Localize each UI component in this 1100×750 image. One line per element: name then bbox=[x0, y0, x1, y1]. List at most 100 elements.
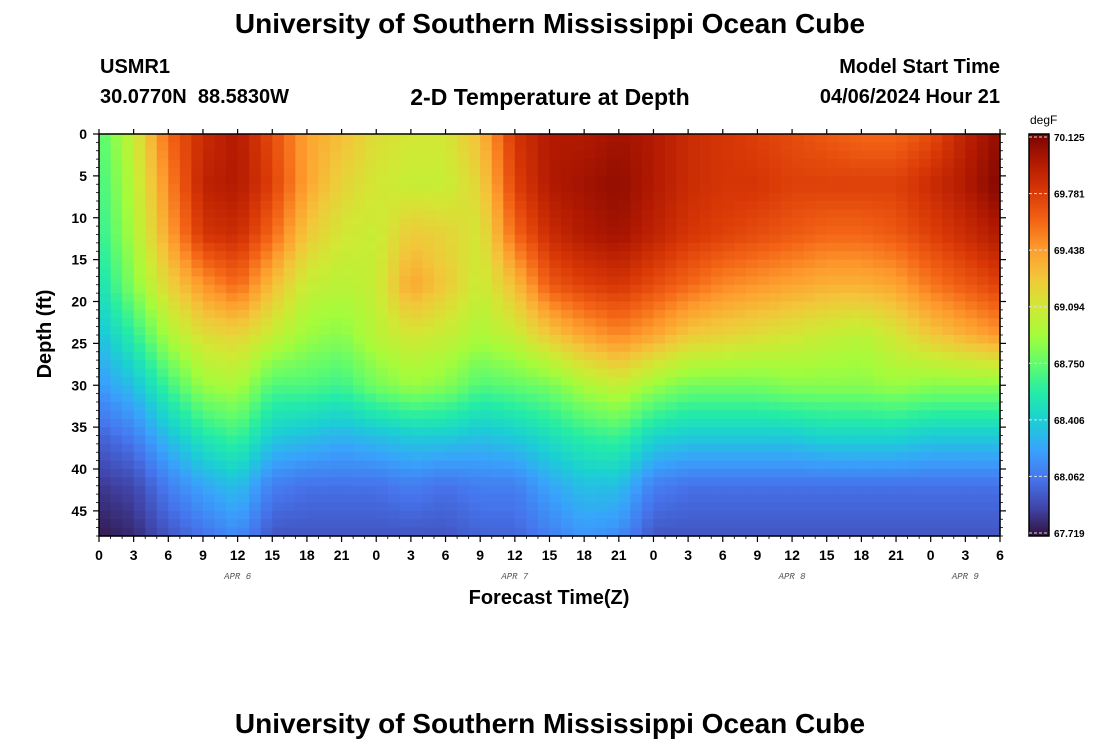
heatmap-cell bbox=[965, 326, 978, 336]
heatmap-cell bbox=[341, 134, 354, 143]
heatmap-cell bbox=[387, 217, 400, 227]
heatmap-cell bbox=[122, 527, 135, 537]
heatmap-cell bbox=[260, 309, 273, 319]
heatmap-cell bbox=[780, 268, 793, 277]
heatmap-cell bbox=[838, 435, 851, 445]
heatmap-cell bbox=[457, 242, 470, 252]
heatmap-cell bbox=[861, 326, 874, 336]
heatmap-cell bbox=[549, 335, 562, 344]
heatmap-cell bbox=[399, 443, 412, 453]
heatmap-cell bbox=[260, 343, 273, 353]
heatmap-cell bbox=[630, 427, 643, 437]
heatmap-cell bbox=[306, 301, 320, 311]
heatmap-cell bbox=[226, 217, 239, 227]
heatmap-cell bbox=[445, 142, 458, 152]
heatmap-cell bbox=[514, 485, 527, 495]
x-tick-label: 15 bbox=[542, 547, 558, 563]
heatmap-cell bbox=[468, 184, 481, 194]
heatmap-cell bbox=[353, 410, 366, 420]
heatmap-cell bbox=[711, 351, 724, 361]
heatmap-cell bbox=[399, 452, 412, 462]
heatmap-cell bbox=[734, 175, 747, 185]
heatmap-cell bbox=[630, 502, 643, 512]
heatmap-cell bbox=[919, 360, 932, 370]
heatmap-cell bbox=[537, 184, 551, 194]
heatmap-cell bbox=[988, 410, 1001, 420]
heatmap-cell bbox=[711, 485, 724, 495]
x-tick-label: 3 bbox=[130, 547, 138, 563]
heatmap-cell bbox=[399, 175, 412, 185]
heatmap-cell bbox=[884, 309, 897, 319]
heatmap-cell bbox=[468, 494, 481, 504]
heatmap-cell bbox=[387, 460, 400, 470]
heatmap-cell bbox=[595, 192, 608, 202]
heatmap-cell bbox=[364, 301, 377, 311]
heatmap-cell bbox=[306, 418, 320, 428]
heatmap-cell bbox=[988, 343, 1001, 353]
heatmap-cell bbox=[399, 150, 412, 160]
heatmap-cell bbox=[364, 251, 377, 261]
heatmap-cell bbox=[792, 192, 805, 202]
heatmap-cell bbox=[537, 527, 551, 537]
heatmap-cell bbox=[838, 368, 851, 378]
heatmap-cell bbox=[122, 259, 135, 269]
heatmap-cell bbox=[364, 242, 377, 252]
heatmap-cell bbox=[410, 368, 424, 378]
heatmap-cell bbox=[711, 167, 724, 177]
heatmap-cell bbox=[179, 443, 193, 453]
heatmap-cell bbox=[226, 134, 239, 143]
heatmap-cell bbox=[99, 251, 112, 261]
heatmap-cell bbox=[965, 226, 978, 236]
heatmap-cell bbox=[584, 402, 597, 411]
heatmap-cell bbox=[156, 142, 169, 152]
heatmap-cell bbox=[872, 209, 886, 219]
heatmap-cell bbox=[988, 259, 1001, 269]
heatmap-cell bbox=[641, 452, 655, 462]
heatmap-cell bbox=[768, 268, 782, 277]
heatmap-cell bbox=[168, 284, 181, 294]
heatmap-cell bbox=[226, 376, 239, 386]
heatmap-cell bbox=[272, 326, 285, 336]
heatmap-cell bbox=[722, 368, 735, 378]
heatmap-cell bbox=[595, 301, 608, 311]
heatmap-cell bbox=[561, 502, 574, 512]
heatmap-cell bbox=[745, 167, 759, 177]
heatmap-cell bbox=[884, 435, 897, 445]
heatmap-cell bbox=[826, 494, 839, 504]
heatmap-cell bbox=[676, 301, 689, 311]
heatmap-cell bbox=[537, 435, 551, 445]
heatmap-cell bbox=[110, 376, 123, 386]
heatmap-cell bbox=[641, 142, 655, 152]
heatmap-cell bbox=[260, 159, 273, 169]
heatmap-cell bbox=[226, 150, 239, 160]
heatmap-cell bbox=[145, 201, 158, 210]
heatmap-cell bbox=[318, 393, 331, 403]
heatmap-cell bbox=[249, 477, 262, 487]
heatmap-cell bbox=[526, 251, 539, 261]
heatmap-cell bbox=[226, 159, 239, 169]
heatmap-cell bbox=[803, 142, 816, 152]
heatmap-cell bbox=[965, 276, 978, 286]
heatmap-cell bbox=[399, 418, 412, 428]
heatmap-cell bbox=[653, 284, 666, 294]
heatmap-cell bbox=[803, 343, 816, 353]
heatmap-cell bbox=[283, 393, 296, 403]
heatmap-cell bbox=[341, 159, 354, 169]
heatmap-cell bbox=[503, 360, 516, 370]
heatmap-cell bbox=[618, 435, 631, 445]
heatmap-cell bbox=[930, 460, 943, 470]
heatmap-cell bbox=[549, 502, 562, 512]
heatmap-cell bbox=[688, 259, 701, 269]
heatmap-cell bbox=[942, 293, 955, 303]
heatmap-cell bbox=[838, 460, 851, 470]
heatmap-cell bbox=[202, 293, 216, 303]
heatmap-cell bbox=[179, 519, 193, 529]
heatmap-cell bbox=[734, 234, 747, 244]
heatmap-cell bbox=[607, 276, 620, 286]
heatmap-cell bbox=[745, 502, 759, 512]
heatmap-cell bbox=[919, 276, 932, 286]
heatmap-cell bbox=[226, 410, 239, 420]
heatmap-cell bbox=[561, 343, 574, 353]
heatmap-cell bbox=[168, 335, 181, 344]
heatmap-cell bbox=[202, 234, 216, 244]
